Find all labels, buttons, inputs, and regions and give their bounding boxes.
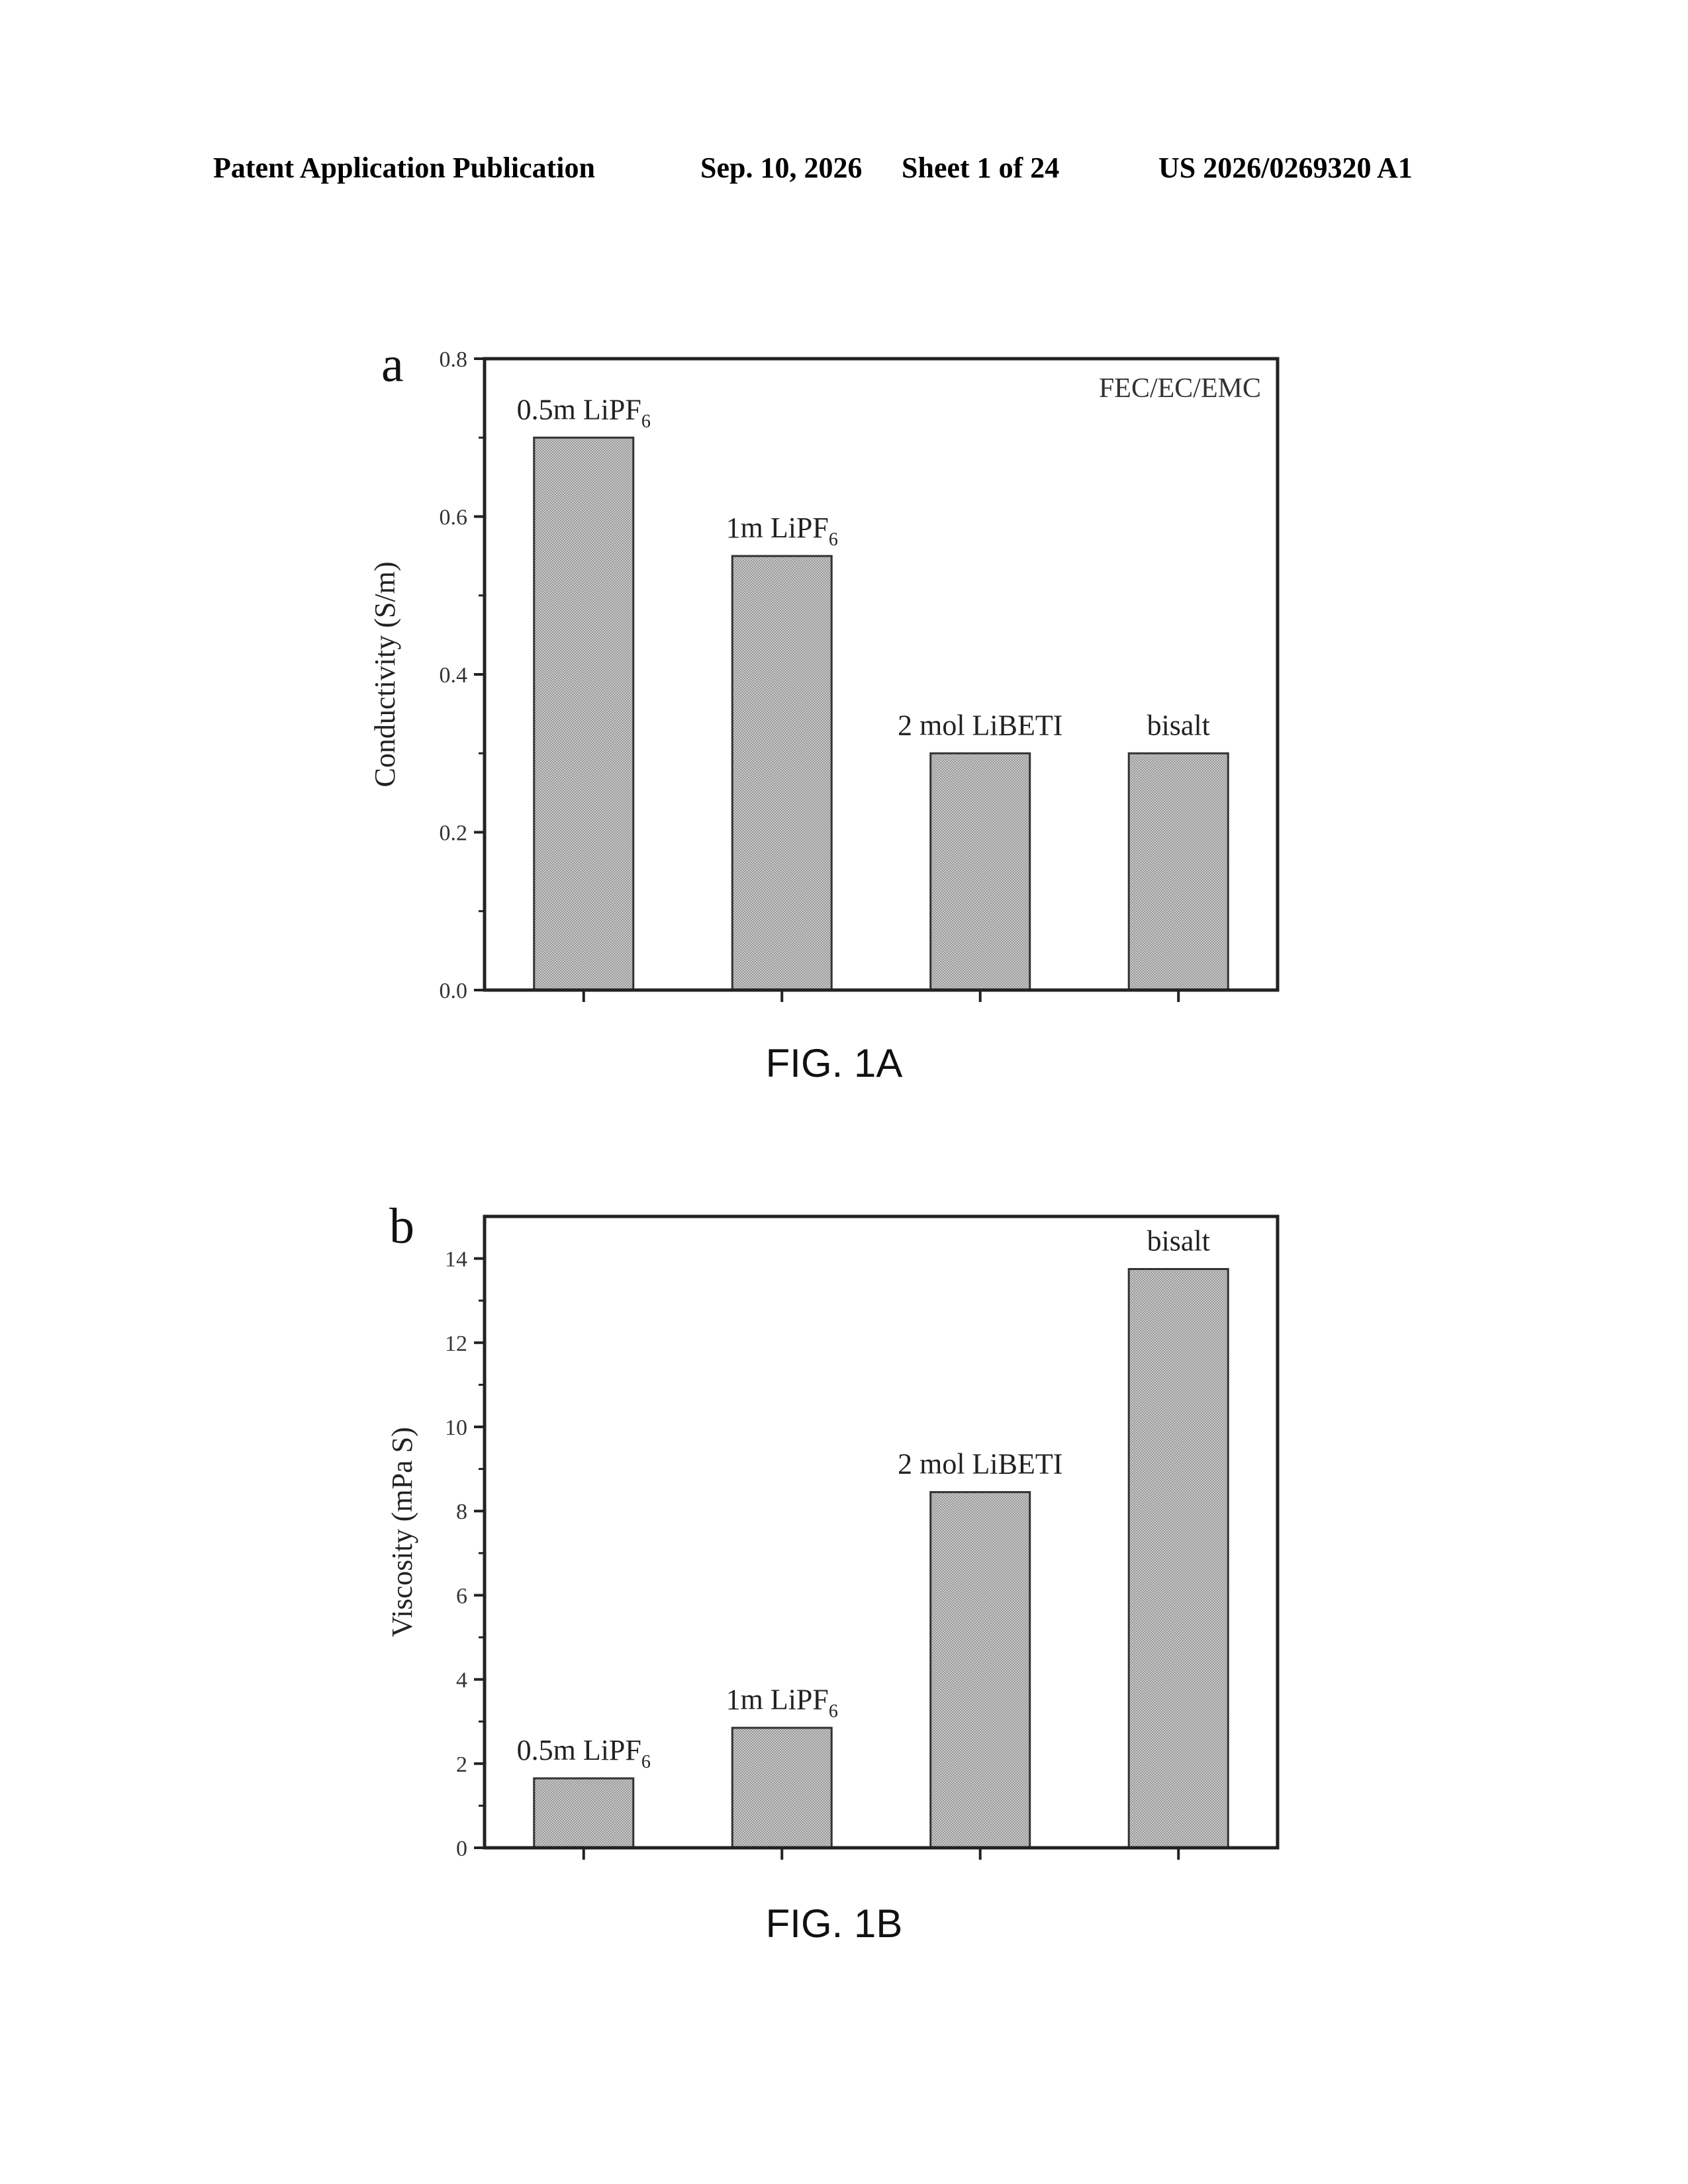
bar-label-text: bisalt [1147,709,1210,741]
bar-label: 1m LiPF6 [726,512,838,550]
y-axis-label: Conductivity (S/m) [369,562,401,788]
bar-label-text: 1m LiPF [726,512,829,544]
y-tick-label: 2 [456,1752,467,1777]
y-tick-label: 6 [456,1584,467,1608]
y-tick-label: 0.6 [440,506,468,530]
y-tick-label: 10 [445,1416,467,1440]
bar [1129,1269,1228,1848]
y-tick-label: 0.2 [440,821,468,846]
bar-label: 1m LiPF6 [726,1684,838,1722]
figure-caption-b: FIG. 1B [635,1901,1033,1946]
y-tick-label: 14 [445,1248,467,1272]
chart-annotation: FEC/EC/EMC [1099,373,1261,404]
y-tick-label: 0.8 [440,347,468,372]
bar [534,1778,633,1848]
bar-label-text: 2 mol LiBETI [898,1448,1062,1480]
bar-label-subscript: 6 [641,411,651,432]
y-tick-label: 0.0 [440,979,468,1003]
bar-label: 2 mol LiBETI [898,1448,1062,1480]
bar [1129,753,1228,990]
panel-label: a [381,337,404,392]
figure-caption-a: FIG. 1A [635,1040,1033,1086]
bar-label-text: 0.5m LiPF [517,393,641,426]
y-tick-label: 8 [456,1500,467,1524]
bar [931,753,1030,990]
bar-label-text: 1m LiPF [726,1684,829,1716]
bar-label-subscript: 6 [829,529,838,550]
y-tick-label: 0.4 [440,663,468,688]
bar-label-subscript: 6 [829,1702,838,1722]
bar-label: 2 mol LiBETI [898,709,1062,741]
bar-label: bisalt [1147,709,1210,741]
bar [534,437,633,990]
bar [732,556,831,990]
y-tick-label: 4 [456,1668,467,1693]
y-tick-label: 12 [445,1332,467,1356]
y-tick-label: 0 [456,1837,467,1861]
bar [732,1728,831,1848]
chart-a: a0.5m LiPF61m LiPF62 mol LiBETIbisalt0.0… [0,0,1688,1125]
chart-b: b0.5m LiPF61m LiPF62 mol LiBETIbisalt024… [0,1125,1688,2151]
bar [931,1492,1030,1848]
bar-label-text: bisalt [1147,1225,1210,1257]
bar-label: 0.5m LiPF6 [517,393,651,432]
panel-label: b [389,1199,414,1254]
bar-label: bisalt [1147,1225,1210,1257]
y-axis-label: Viscosity (mPa S) [386,1427,418,1637]
bar-label-text: 2 mol LiBETI [898,709,1062,741]
bar-label-text: 0.5m LiPF [517,1734,641,1766]
bar-label-subscript: 6 [641,1752,651,1772]
bar-label: 0.5m LiPF6 [517,1734,651,1772]
